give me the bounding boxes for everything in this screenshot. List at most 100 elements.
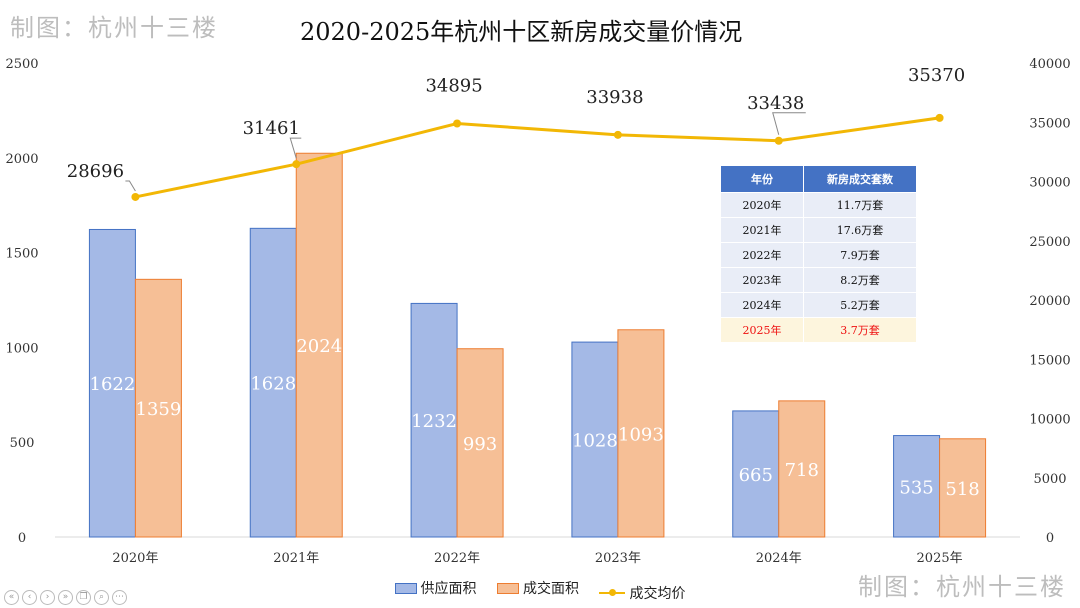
table-cell-year: 2024年 bbox=[720, 292, 804, 318]
bar-deal-label: 718 bbox=[785, 460, 819, 481]
bar-supply-label: 1622 bbox=[90, 374, 136, 395]
viewer-toolbar: « ‹ › » ❐ ⌕ ⋯ bbox=[4, 590, 127, 605]
table-cell-year: 2021年 bbox=[720, 217, 804, 243]
bar-supply bbox=[249, 227, 297, 538]
x-tick-label: 2023年 bbox=[595, 551, 641, 566]
price-label: 31461 bbox=[243, 118, 300, 139]
legend-label-deal: 成交面积 bbox=[523, 581, 579, 597]
bar-supply bbox=[410, 302, 458, 538]
table-cell-count: 8.2万套 bbox=[803, 267, 917, 293]
bar-supply bbox=[893, 435, 941, 538]
table-cell-count: 5.2万套 bbox=[803, 292, 917, 318]
price-point bbox=[131, 192, 140, 201]
price-point bbox=[774, 136, 783, 145]
watermark-bottom: 制图：杭州十三楼 bbox=[858, 573, 1066, 601]
bar-deal bbox=[456, 348, 504, 538]
bar-deal-label: 1093 bbox=[618, 424, 664, 445]
y-left-tick-label: 1000 bbox=[5, 341, 38, 356]
y-right-tick-label: 10000 bbox=[1029, 413, 1070, 428]
y-left-tick-label: 1500 bbox=[5, 247, 38, 262]
chart-title: 2020-2025年杭州十区新房成交量价情况 bbox=[300, 18, 743, 46]
price-leader-line bbox=[289, 137, 302, 159]
bar-deal-label: 993 bbox=[463, 434, 497, 455]
bar-deal bbox=[295, 152, 343, 538]
legend-label-price: 成交均价 bbox=[629, 585, 686, 602]
legend-item-price[interactable]: 成交均价 bbox=[599, 583, 685, 603]
bar-deal bbox=[939, 438, 987, 538]
table-header-year: 年份 bbox=[720, 165, 804, 193]
price-leader-line bbox=[125, 180, 136, 192]
rewind-icon[interactable]: « bbox=[4, 590, 19, 605]
bar-supply-label: 1628 bbox=[250, 374, 296, 395]
y-right-tick-label: 5000 bbox=[1033, 472, 1066, 487]
bar-deal bbox=[778, 400, 826, 538]
forward-icon[interactable]: » bbox=[58, 590, 73, 605]
table-row-highlight: 2025年 3.7万套 bbox=[720, 317, 917, 343]
legend-label-supply: 供应面积 bbox=[420, 581, 477, 597]
previous-icon[interactable]: ‹ bbox=[22, 590, 37, 605]
table-header-count: 新房成交套数 bbox=[803, 165, 917, 193]
bar-supply-label: 1028 bbox=[572, 431, 618, 452]
copy-icon[interactable]: ❐ bbox=[76, 590, 91, 605]
table-cell-count: 17.6万套 bbox=[803, 217, 917, 243]
table-cell-year: 2020年 bbox=[720, 192, 804, 218]
next-icon[interactable]: › bbox=[40, 590, 55, 605]
bar-supply-label: 1232 bbox=[411, 411, 457, 432]
y-left-tick-label: 0 bbox=[18, 531, 26, 546]
more-icon[interactable]: ⋯ bbox=[112, 590, 127, 605]
table-cell-count: 11.7万套 bbox=[803, 192, 917, 218]
table-cell-year: 2023年 bbox=[720, 267, 804, 293]
table-cell-year: 2022年 bbox=[720, 242, 804, 268]
x-tick-label: 2020年 bbox=[112, 551, 158, 566]
y-left-tick-label: 2000 bbox=[5, 152, 38, 167]
price-label: 34895 bbox=[425, 75, 482, 96]
price-leader-line bbox=[772, 112, 806, 135]
bar-supply bbox=[88, 228, 136, 538]
legend-swatch-price bbox=[599, 588, 626, 596]
y-right-tick-label: 0 bbox=[1046, 531, 1054, 546]
legend-item-deal[interactable]: 成交面积 bbox=[497, 578, 579, 598]
y-left-tick-label: 2500 bbox=[5, 57, 38, 72]
y-right-tick-label: 35000 bbox=[1029, 116, 1070, 131]
bar-supply bbox=[732, 410, 780, 538]
price-label: 35370 bbox=[908, 65, 965, 86]
x-tick-label: 2025年 bbox=[917, 551, 963, 566]
price-point bbox=[292, 160, 301, 169]
table-cell-year: 2025年 bbox=[720, 317, 804, 343]
price-point bbox=[935, 113, 944, 122]
table-row: 2020年 11.7万套 bbox=[720, 192, 917, 218]
x-tick-label: 2024年 bbox=[756, 551, 802, 566]
table-row: 2024年 5.2万套 bbox=[720, 292, 917, 318]
bar-deal-label: 518 bbox=[945, 479, 979, 500]
table-row: 2023年 8.2万套 bbox=[720, 267, 917, 293]
price-label: 33938 bbox=[586, 87, 643, 108]
zoom-icon[interactable]: ⌕ bbox=[94, 590, 109, 605]
sales-count-table: 年份 新房成交套数 2020年 11.7万套 2021年 17.6万套 2022… bbox=[720, 165, 917, 343]
bar-deal-label: 2024 bbox=[296, 336, 342, 357]
price-point bbox=[453, 119, 462, 128]
legend-item-supply[interactable]: 供应面积 bbox=[394, 578, 477, 598]
x-tick-label: 2022年 bbox=[434, 551, 480, 566]
table-row: 2022年 7.9万套 bbox=[720, 242, 917, 268]
legend-swatch-deal bbox=[497, 582, 519, 594]
legend-swatch-supply bbox=[394, 582, 417, 594]
table-cell-count: 3.7万套 bbox=[803, 317, 917, 343]
price-point bbox=[613, 130, 622, 139]
y-right-tick-label: 30000 bbox=[1029, 176, 1070, 191]
y-right-tick-label: 25000 bbox=[1029, 235, 1070, 250]
table-cell-count: 7.9万套 bbox=[803, 242, 917, 268]
y-right-tick-label: 15000 bbox=[1029, 353, 1070, 368]
bar-supply-label: 535 bbox=[899, 477, 933, 498]
y-right-tick-label: 20000 bbox=[1029, 294, 1070, 309]
watermark-top: 制图：杭州十三楼 bbox=[10, 14, 218, 42]
price-label: 28696 bbox=[67, 161, 124, 182]
table-row: 2021年 17.6万套 bbox=[720, 217, 917, 243]
bar-deal bbox=[617, 329, 665, 538]
y-left-tick-label: 500 bbox=[10, 436, 35, 451]
table-header-row: 年份 新房成交套数 bbox=[720, 165, 917, 193]
y-right-tick-label: 40000 bbox=[1029, 57, 1070, 72]
chart-legend: 供应面积 成交面积 成交均价 bbox=[0, 578, 1080, 603]
bar-deal-label: 1359 bbox=[136, 399, 182, 420]
x-tick-label: 2021年 bbox=[273, 551, 319, 566]
